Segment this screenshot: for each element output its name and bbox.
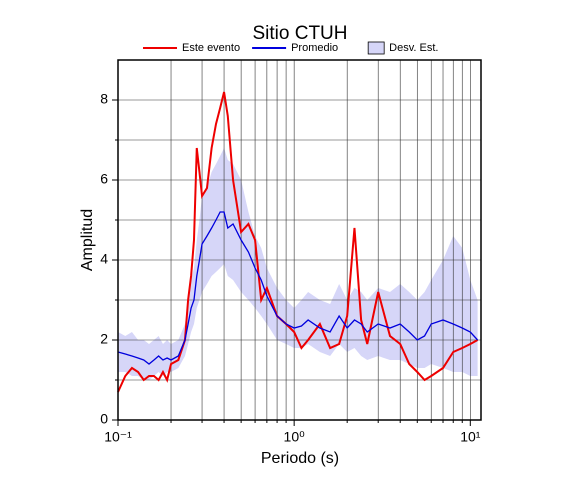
std-band [118, 148, 478, 380]
y-tick-label: 8 [100, 91, 108, 107]
x-axis-label: Periodo (s) [261, 450, 339, 467]
legend-label: Promedio [291, 42, 338, 54]
y-tick-label: 4 [100, 251, 108, 267]
legend-swatch [367, 41, 385, 55]
y-axis-label: Amplitud [79, 209, 96, 271]
chart-title: Sitio CTUH [252, 23, 347, 44]
x-tick-label: 10¹ [460, 429, 481, 445]
x-tick-label: 10⁰ [284, 429, 306, 445]
series-line [117, 211, 479, 365]
x-tick-label: 10⁻¹ [104, 429, 132, 445]
y-tick-label: 6 [100, 171, 108, 187]
y-tick-label: 2 [100, 331, 108, 347]
series-line [117, 91, 479, 393]
legend-label: Desv. Est. [389, 42, 438, 54]
plot-frame [117, 59, 482, 421]
y-tick-label: 0 [100, 411, 108, 427]
legend-label: Este evento [182, 42, 240, 54]
